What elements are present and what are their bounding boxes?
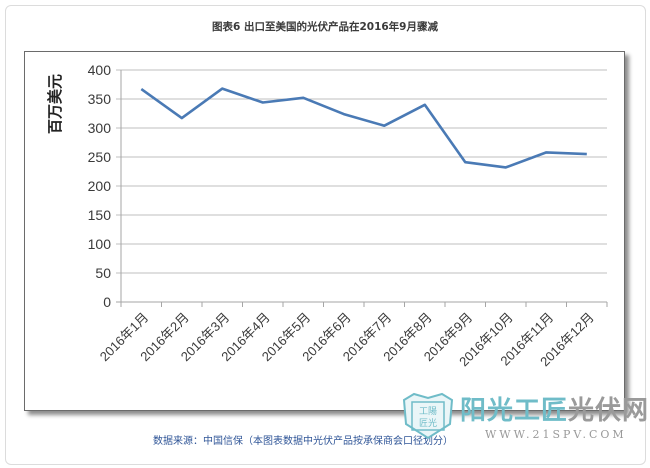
y-tick-label: 150 [88,207,112,223]
y-tick-label: 400 [88,62,112,78]
watermark-name-part1: 阳光工匠 [460,396,569,426]
chart-frame [24,51,625,411]
badge-text-bottom: 匠光 [419,417,437,429]
y-tick-label: 300 [88,120,112,136]
data-source-note: 数据来源：中国信保（本图表数据中光伏产品按承保商会口径划分） [153,436,453,447]
y-tick-label: 0 [103,294,111,310]
y-tick-label: 200 [88,178,112,194]
chart-title: 图表6 出口至美国的光伏产品在2016年9月骤减 [212,21,438,33]
y-tick-label: 50 [95,265,111,281]
badge-text-top: 工陽 [419,406,437,417]
y-axis-label: 百万美元 [46,74,64,134]
watermark-site-name: 阳光工匠光伏网 [460,390,649,427]
data-line [140,87,587,169]
y-tick-label: 350 [88,91,112,107]
watermark: 工陽 匠光 阳光工匠光伏网 WWW.21SPV.COM [400,388,650,458]
y-axis-ticks: 0 50 100 150 200 250 300 350 400 [88,62,112,310]
y-tick-label: 100 [88,236,112,252]
watermark-url: WWW.21SPV.COM [485,428,627,441]
y-tick-label: 250 [88,149,112,165]
watermark-name-part2: 光伏网 [568,396,650,426]
gridlines [116,69,607,303]
watermark-badge-icon: 工陽 匠光 [402,392,454,440]
x-axis-ticks: 2016年1月2016年2月2016年3月2016年4月2016年5月2016年… [97,302,608,369]
